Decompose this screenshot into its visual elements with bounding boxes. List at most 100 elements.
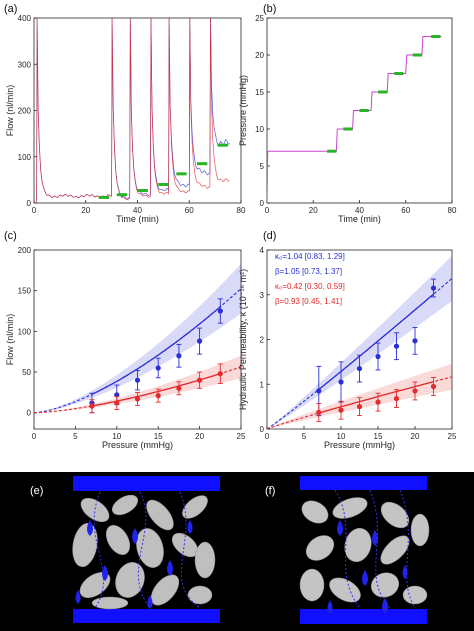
red-data-point: [155, 393, 161, 399]
x-tick-label: 20: [81, 206, 90, 215]
red-flow-series: [36, 18, 230, 203]
red-fit-line: [318, 381, 434, 414]
panel-label-d: (d): [263, 230, 276, 242]
x-tick-label: 20: [195, 432, 204, 441]
y-tick-label: 0: [260, 199, 265, 208]
x-tick-label: 0: [32, 432, 37, 441]
y-tick-label: 200: [18, 107, 32, 116]
y-tick-label: 15: [255, 88, 264, 97]
y-tick-label: 100: [18, 153, 32, 162]
blue-data-point: [393, 343, 400, 349]
x-tick-label: 0: [32, 206, 37, 215]
panel-label-a: (a): [4, 3, 17, 15]
annotation-beta-red: β=0.93 [0.45, 1.41]: [275, 297, 342, 306]
chart-c: 0 5 10 15 20 25 0 50 100 150 200 Pressure (mmHg) Flo…: [5, 246, 246, 450]
x-tick-label: 80: [448, 206, 457, 215]
red-data-point: [134, 396, 141, 402]
blue-data-point: [197, 338, 203, 344]
blue-data-point: [430, 285, 437, 291]
blue-data-point: [155, 365, 161, 371]
blue-fit-line: [91, 306, 221, 395]
y-tick-label: 400: [18, 14, 32, 23]
red-data-point: [89, 403, 95, 409]
plot-frame: [33, 17, 242, 204]
blue-fit-line: [318, 293, 434, 390]
annotation-beta-blue: β=1.05 [0.73, 1.37]: [275, 267, 342, 276]
red-data-point: [316, 409, 322, 416]
scaffold-render-f: [299, 476, 430, 624]
y-tick-label: 150: [18, 287, 32, 296]
y-tick-label: 5: [260, 162, 265, 171]
red-data-point: [356, 404, 363, 410]
y-tick-label: 0: [27, 409, 32, 418]
y-tick-label: 4: [260, 246, 265, 255]
y-tick-label: 10: [255, 125, 264, 134]
x-tick-label: 40: [355, 206, 364, 215]
y-tick-label: 50: [22, 368, 31, 377]
y-tick-label: 0: [260, 425, 265, 434]
x-tick-label: 15: [154, 432, 163, 441]
x-tick-label: 10: [112, 432, 121, 441]
x-tick-label: 10: [337, 432, 346, 441]
x-axis-label: Pressure (mmHg): [324, 440, 395, 450]
y-tick-label: 20: [255, 51, 264, 60]
y-tick-label: 2: [260, 336, 265, 345]
x-tick-label: 60: [185, 206, 194, 215]
plot-area: [36, 18, 230, 203]
x-tick-label: 40: [133, 206, 142, 215]
x-tick-label: 20: [309, 206, 318, 215]
x-tick-label: 5: [302, 432, 307, 441]
red-confidence-band: [267, 363, 452, 429]
blue-data-point: [176, 353, 182, 359]
y-tick-label: 100: [18, 327, 32, 336]
annotation-kappa-red: κ₀=0.42 [0.30, 0.59]: [275, 282, 345, 291]
y-tick-label: 3: [260, 291, 265, 300]
y-tick-label: 200: [18, 246, 32, 255]
x-tick-label: 25: [237, 432, 246, 441]
blue-data-point: [338, 379, 344, 385]
x-tick-label: 80: [237, 206, 246, 215]
x-axis-label: Pressure (mmHg): [102, 440, 173, 450]
y-tick-label: 1: [260, 380, 265, 389]
red-data-point: [338, 407, 344, 413]
red-data-point: [197, 377, 203, 383]
x-axis-label: Time (min): [338, 214, 381, 224]
panel-label-c: (c): [4, 230, 17, 242]
y-axis-label: Flow (nl/min): [5, 85, 15, 137]
blue-data-point: [217, 308, 223, 314]
x-tick-label: 25: [448, 432, 457, 441]
plot-area: [267, 35, 442, 203]
chart-b: 0 20 40 60 80 0 5 10 15 20 25 Time (min) Pressure (m…: [238, 14, 457, 224]
chart-d: 0 5 10 15 20 25 0 1 2 3 4 Pressure (mmHg) Hydraulic …: [238, 246, 457, 450]
plot-area: [267, 255, 452, 429]
blue-data-point: [316, 388, 322, 394]
y-axis-label: Pressure (mmHg): [238, 75, 248, 146]
blue-data-point: [134, 377, 141, 383]
x-tick-label: 60: [401, 206, 410, 215]
blue-data-point: [356, 365, 363, 372]
scaffold-render-e: [72, 476, 220, 623]
annotation-kappa-blue: κ₀=1.04 [0.83, 1.29]: [275, 252, 345, 261]
x-tick-label: 20: [411, 432, 420, 441]
y-tick-label: 25: [255, 14, 264, 23]
red-data-point: [114, 400, 120, 406]
x-tick-label: 0: [265, 432, 270, 441]
red-data-point: [375, 399, 381, 405]
panel-label-e: (e): [30, 485, 43, 497]
blue-data-point: [412, 338, 418, 344]
chart-a: 0 20 40 60 80 0 100 200 300 400 Time (min) Flow (nl…: [5, 14, 246, 224]
y-tick-label: 300: [18, 60, 32, 69]
panel-label-b: (b): [263, 3, 276, 15]
blue-fit-dashed: [34, 288, 241, 414]
red-data-point: [393, 395, 400, 402]
x-axis-label: Time (min): [116, 214, 159, 224]
red-data-point: [176, 385, 182, 391]
panel-label-f: (f): [265, 485, 275, 497]
x-tick-label: 0: [265, 206, 270, 215]
x-tick-label: 15: [374, 432, 383, 441]
red-data-point: [430, 383, 437, 390]
red-data-point: [412, 388, 418, 394]
plot-area: [34, 263, 241, 414]
blue-data-point: [375, 353, 381, 360]
